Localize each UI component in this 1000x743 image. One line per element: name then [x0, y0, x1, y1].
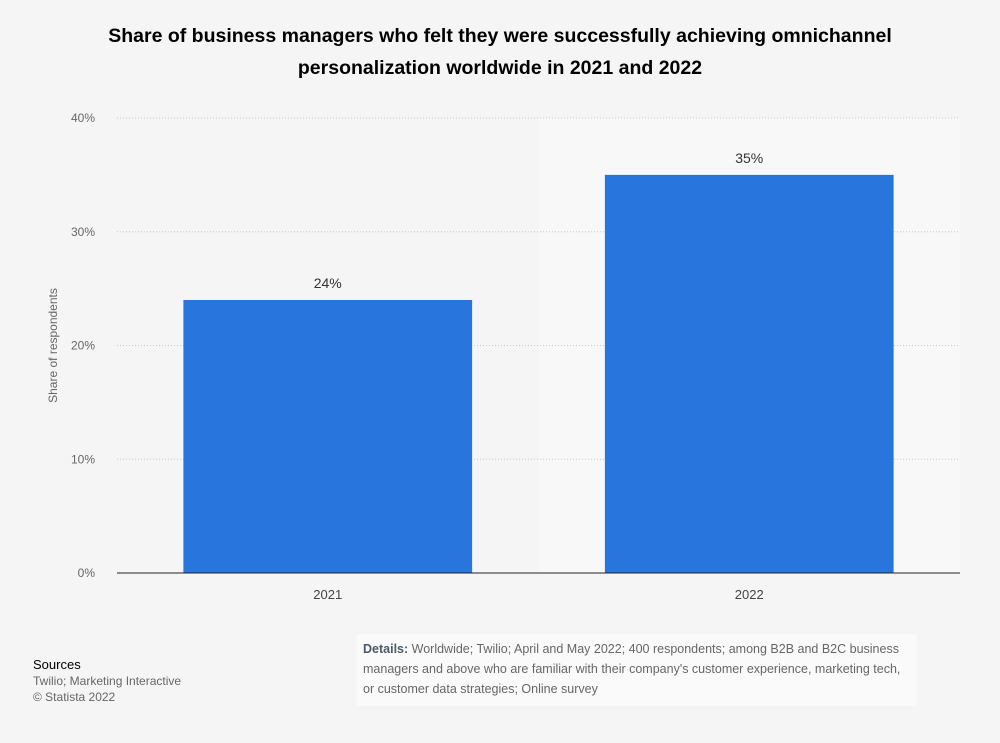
data-label: 35% — [735, 150, 763, 166]
bar — [183, 300, 473, 573]
details-label: Details: — [363, 642, 409, 656]
sources-block: Sources Twilio; Marketing Interactive © … — [33, 657, 181, 705]
chart-title: Share of business managers who felt they… — [108, 25, 892, 79]
y-tick-label: 30% — [71, 225, 95, 239]
y-axis-label: Share of respondents — [46, 288, 60, 403]
bar — [604, 174, 894, 573]
y-tick-label: 20% — [71, 339, 95, 353]
x-tick-label: 2022 — [735, 587, 764, 602]
x-tick-label: 2021 — [313, 587, 342, 602]
copyright: © Statista 2022 — [33, 690, 116, 704]
bar-chart: 0% 10% 20% 30% 40% Share of respondents 24% 202… — [46, 111, 960, 602]
y-tick-label: 10% — [71, 452, 95, 466]
details-text: Worldwide; Twilio; April and May 2022; 4… — [363, 642, 901, 696]
data-label: 24% — [314, 275, 342, 291]
sources-line: Twilio; Marketing Interactive — [33, 674, 182, 688]
details-box: Details: Worldwide; Twilio; April and Ma… — [357, 634, 917, 706]
sources-heading[interactable]: Sources — [33, 657, 81, 672]
y-tick-label: 0% — [78, 566, 96, 580]
y-tick-label: 40% — [71, 111, 95, 125]
